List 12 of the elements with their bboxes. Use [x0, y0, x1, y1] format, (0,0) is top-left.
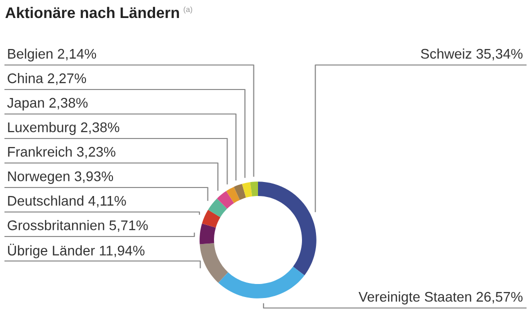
- slice-label: Japan 2,38%: [7, 98, 88, 110]
- slice-label: Deutschland 4,11%: [8, 196, 126, 208]
- slice-label: China 2,27%: [8, 73, 86, 85]
- slice-label: Luxemburg 2,38%: [8, 122, 120, 135]
- chart-title: Aktionäre nach Ländern: [5, 6, 179, 18]
- slice-label: Norwegen 3,93%: [8, 171, 114, 184]
- slice-label: Belgien 2,14%: [8, 48, 96, 62]
- slice-label: Frankreich 3,23%: [8, 146, 116, 158]
- slice-label: Grossbritannien 5,71%: [8, 220, 148, 232]
- slice-label: Vereinigte Staaten 26,57%: [358, 292, 523, 304]
- slice-label: Übrige Länder 11,94%: [8, 244, 144, 258]
- slice-label: Schweiz 35,34%: [420, 48, 523, 60]
